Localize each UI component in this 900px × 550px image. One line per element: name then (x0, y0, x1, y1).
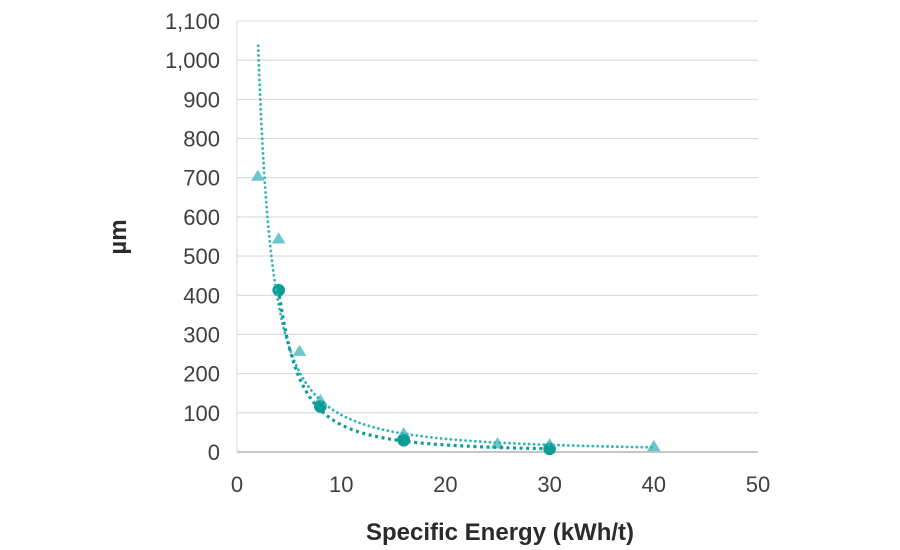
y-tick-label: 700 (183, 166, 220, 191)
circle-marker (314, 400, 327, 413)
trendline-triangle-series (256, 44, 656, 449)
y-tick-label: 600 (183, 205, 220, 230)
trendline-circle-series (277, 289, 550, 451)
y-axis-title: µm (105, 219, 132, 254)
triangle-marker (647, 439, 661, 452)
y-tick-label: 900 (183, 87, 220, 112)
triangle-marker (490, 437, 505, 449)
y-tick-label: 800 (183, 127, 220, 152)
x-tick-label: 0 (231, 472, 243, 497)
x-tick-label: 50 (746, 472, 770, 497)
y-tick-label: 400 (183, 283, 220, 308)
y-tick-label: 100 (183, 401, 220, 426)
tick-label-layer: 0 100 200 300 400 500 600 700 800 900 1,000 1,100 0 1… (165, 9, 770, 497)
y-tick-label: 300 (183, 322, 220, 347)
triangle-marker (251, 169, 265, 181)
grid-layer (236, 20, 758, 453)
y-tick-label: 500 (183, 244, 220, 269)
series-layer (251, 44, 661, 456)
y-tick-label: 200 (183, 362, 220, 387)
x-tick-label: 10 (329, 472, 353, 497)
x-tick-label: 20 (433, 472, 457, 497)
triangle-marker (292, 344, 307, 356)
x-tick-label: 40 (642, 472, 666, 497)
x-axis-title: Specific Energy (kWh/t) (366, 519, 634, 546)
x-tick-label: 30 (537, 472, 561, 497)
y-tick-label: 0 (208, 440, 220, 465)
y-tick-label: 1,100 (165, 9, 220, 34)
y-tick-label: 1,000 (165, 48, 220, 73)
triangle-marker (271, 232, 286, 244)
